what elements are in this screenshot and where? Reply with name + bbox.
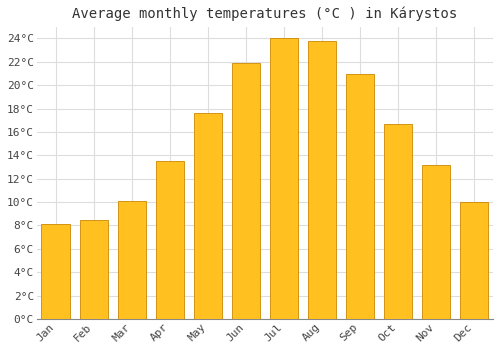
Bar: [156, 161, 184, 319]
Bar: [232, 63, 260, 319]
Bar: [194, 113, 222, 319]
Bar: [270, 38, 298, 319]
Bar: [346, 74, 374, 319]
Bar: [80, 219, 108, 319]
Bar: [42, 224, 70, 319]
Bar: [422, 164, 450, 319]
Title: Average monthly temperatures (°C ) in Kárystos: Average monthly temperatures (°C ) in Ká…: [72, 7, 458, 21]
Bar: [118, 201, 146, 319]
Bar: [308, 41, 336, 319]
Bar: [460, 202, 488, 319]
Bar: [384, 124, 412, 319]
